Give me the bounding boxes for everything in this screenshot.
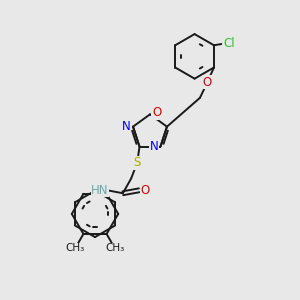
Text: O: O [140,184,150,197]
Text: N: N [122,120,131,133]
Text: O: O [203,76,212,89]
Text: CH₃: CH₃ [105,243,124,253]
Text: O: O [152,106,161,119]
Text: HN: HN [91,184,109,197]
Text: CH₃: CH₃ [66,243,85,253]
Text: N: N [150,140,158,153]
Text: Cl: Cl [223,37,235,50]
Text: S: S [134,156,141,170]
